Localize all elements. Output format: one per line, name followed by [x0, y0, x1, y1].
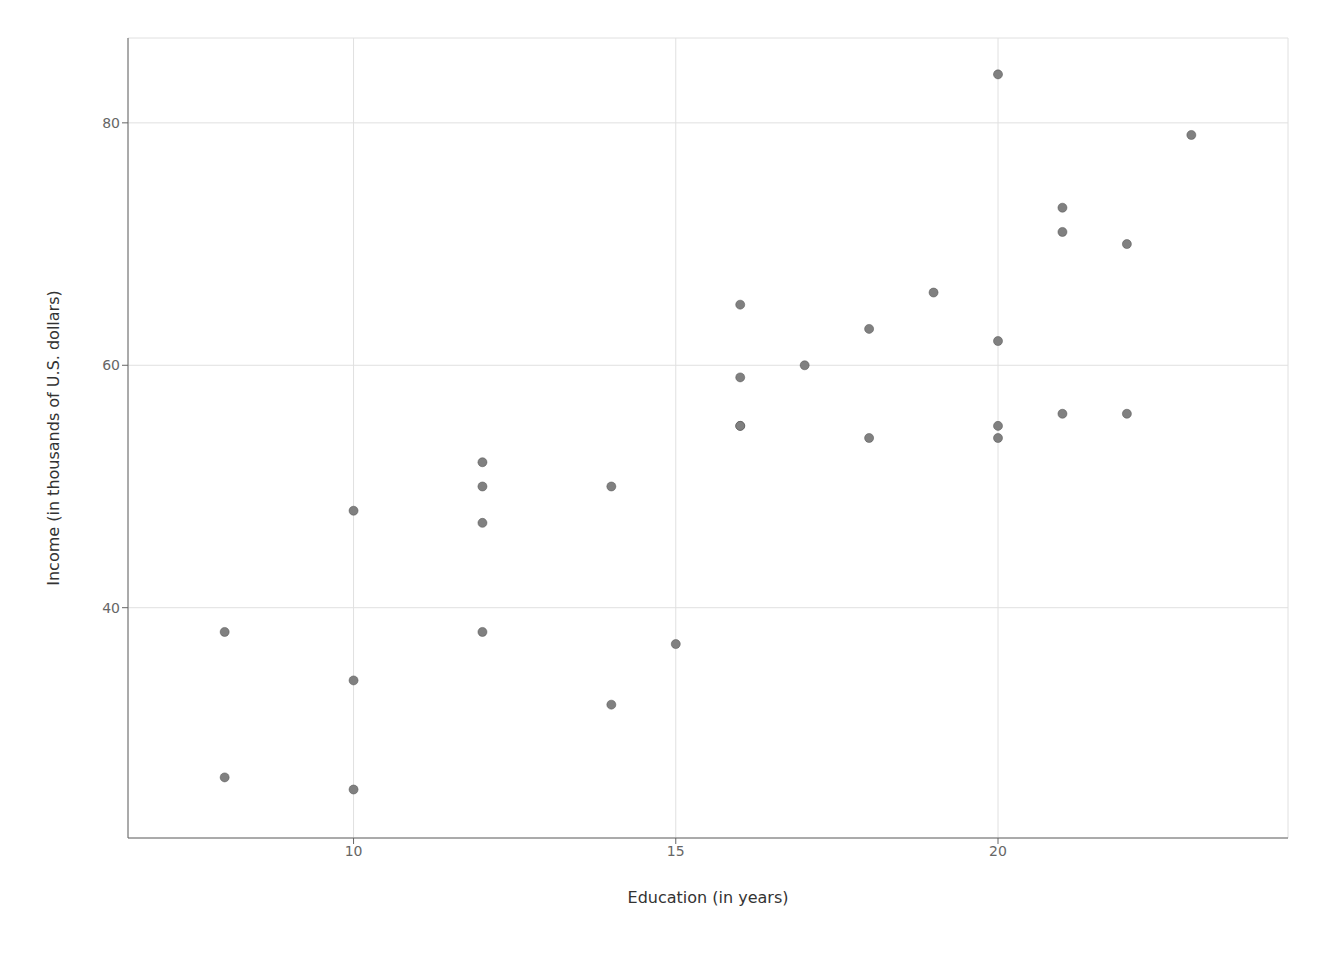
svg-text:10: 10 — [345, 843, 363, 859]
svg-text:60: 60 — [102, 357, 120, 373]
svg-text:80: 80 — [102, 115, 120, 131]
svg-text:Income (in thousands of U.S. d: Income (in thousands of U.S. dollars) — [44, 290, 63, 586]
svg-text:Education (in years): Education (in years) — [628, 888, 789, 907]
svg-text:15: 15 — [667, 843, 685, 859]
svg-text:40: 40 — [102, 600, 120, 616]
svg-text:20: 20 — [989, 843, 1007, 859]
